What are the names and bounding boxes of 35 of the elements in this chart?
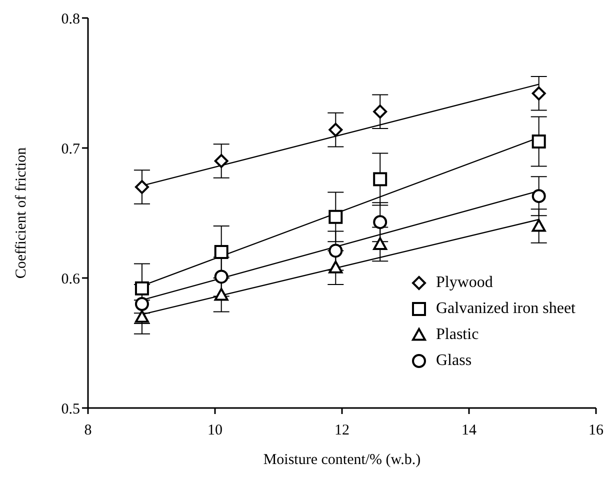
point bbox=[532, 134, 546, 148]
point bbox=[214, 288, 228, 301]
point bbox=[214, 154, 228, 168]
x-axis-title: Moisture content/% (w.b.) bbox=[263, 452, 421, 468]
point bbox=[134, 297, 149, 311]
y-tick-label: 0.8 bbox=[61, 11, 80, 28]
y-tick-label: 0.7 bbox=[61, 141, 80, 158]
legend-label: Plastic bbox=[436, 326, 479, 344]
x-tick-label: 12 bbox=[334, 422, 350, 439]
legend-label: Glass bbox=[436, 352, 472, 370]
point bbox=[134, 281, 149, 296]
point bbox=[134, 310, 149, 323]
point bbox=[328, 210, 343, 224]
point bbox=[532, 189, 546, 204]
point bbox=[214, 270, 228, 284]
y-axis-title: Coefficient of friction bbox=[13, 146, 30, 279]
x-tick-label: 10 bbox=[208, 422, 222, 439]
point bbox=[373, 104, 388, 119]
point bbox=[373, 215, 388, 230]
x-tick-label: 14 bbox=[462, 422, 477, 439]
point bbox=[328, 244, 343, 258]
point bbox=[373, 237, 388, 250]
point bbox=[328, 260, 343, 274]
x-tick-label: 8 bbox=[84, 422, 92, 439]
point bbox=[532, 86, 546, 100]
point bbox=[373, 172, 388, 186]
point bbox=[214, 245, 228, 259]
legend-label: Galvanized iron sheet bbox=[436, 300, 576, 318]
point bbox=[134, 180, 149, 194]
point bbox=[532, 219, 546, 232]
y-tick-label: 0.6 bbox=[61, 271, 80, 288]
point bbox=[328, 122, 343, 137]
x-tick-label: 16 bbox=[588, 422, 604, 439]
legend-label: Plywood bbox=[436, 274, 493, 292]
y-tick-label: 0.5 bbox=[61, 401, 80, 418]
